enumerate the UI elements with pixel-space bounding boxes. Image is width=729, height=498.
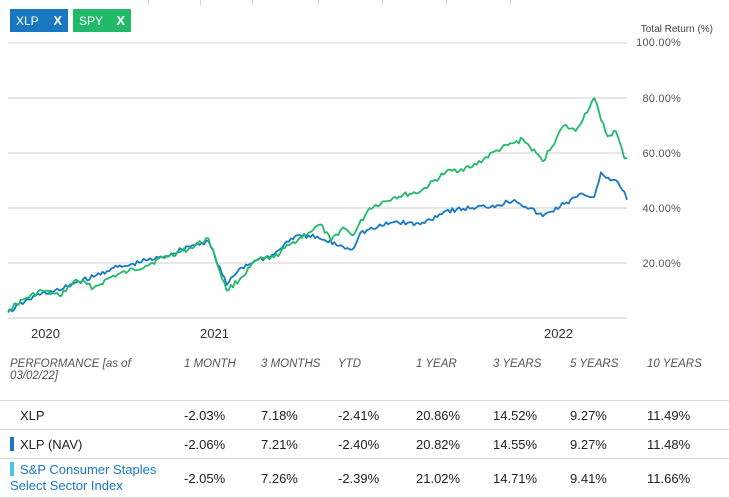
column-header: 5 YEARS <box>570 358 619 370</box>
table-cell: 9.27% <box>570 400 647 430</box>
table-cell: -2.41% <box>338 400 416 430</box>
index-link[interactable]: S&P Consumer Staples Select Sector Index <box>10 462 157 493</box>
tab-divider <box>510 0 511 5</box>
table-cell: 9.41% <box>570 458 647 498</box>
series-line-spy[interactable] <box>7 97 628 312</box>
table-cell: 11.49% <box>647 400 729 430</box>
xlp-chip[interactable]: XLP X <box>10 9 68 32</box>
spy-chip[interactable]: SPY X <box>73 9 131 32</box>
table-cell: 20.82% <box>416 429 493 459</box>
row-name-cell: S&P Consumer Staples Select Sector Index <box>0 458 184 498</box>
close-icon[interactable]: X <box>53 13 62 28</box>
tab-divider <box>318 0 319 5</box>
table-cell: 14.71% <box>493 458 570 498</box>
xlp-chip-label: XLP <box>16 13 39 28</box>
table-cell: 14.55% <box>493 429 570 459</box>
y-tick-label: 40.00% <box>642 203 681 215</box>
return-chart[interactable] <box>0 0 729 350</box>
column-header: 1 YEAR <box>416 358 457 370</box>
series-color-bar <box>10 462 14 476</box>
column-header: YTD <box>338 358 361 370</box>
table-cell: 7.18% <box>261 400 338 430</box>
spy-chip-label: SPY <box>79 13 104 28</box>
tab-divider <box>200 0 201 5</box>
table-cell: 14.52% <box>493 400 570 430</box>
table-cell: 20.86% <box>416 400 493 430</box>
column-header: 10 YEARS <box>647 358 702 370</box>
table-row: S&P Consumer Staples Select Sector Index… <box>0 458 729 498</box>
table-cell: -2.03% <box>184 400 261 430</box>
table-row: XLP -2.03% 7.18% -2.41% 20.86% 14.52% 9.… <box>0 400 729 430</box>
table-cell: 11.66% <box>647 458 729 498</box>
column-header: 3 MONTHS <box>261 358 321 370</box>
table-cell: 21.02% <box>416 458 493 498</box>
tab-divider <box>148 0 149 5</box>
tab-divider <box>446 0 447 5</box>
table-cell: 11.48% <box>647 429 729 459</box>
table-cell: -2.39% <box>338 458 416 498</box>
table-row: XLP (NAV) -2.06% 7.21% -2.40% 20.82% 14.… <box>0 429 729 459</box>
y-tick-label: 80.00% <box>642 93 681 105</box>
table-cell: -2.40% <box>338 429 416 459</box>
table-cell: 7.21% <box>261 429 338 459</box>
close-icon[interactable]: X <box>116 13 125 28</box>
tab-divider <box>382 0 383 5</box>
table-header-row: PERFORMANCE [as of 03/02/22] 1 MONTH 3 M… <box>0 352 729 401</box>
row-name: XLP (NAV) <box>20 436 83 452</box>
x-tick-label: 2021 <box>200 326 229 341</box>
y-tick-label: 60.00% <box>642 148 681 160</box>
y-tick-label: 100.00% <box>636 37 681 49</box>
series-color-bar <box>10 436 14 451</box>
row-name-cell: XLP (NAV) <box>0 429 184 459</box>
y-tick-label: 20.00% <box>642 258 681 270</box>
series-line-xlp[interactable] <box>7 171 628 313</box>
column-header: PERFORMANCE [as of 03/02/22] <box>10 358 131 382</box>
x-tick-label: 2022 <box>544 326 573 341</box>
tab-divider <box>252 0 253 5</box>
table-cell: 9.27% <box>570 429 647 459</box>
column-header: 3 YEARS <box>493 358 542 370</box>
table-cell: -2.05% <box>184 458 261 498</box>
top-tab-strip <box>0 0 729 6</box>
table-cell: -2.06% <box>184 429 261 459</box>
chart-axis-title: Total Return (%) <box>640 24 713 35</box>
x-tick-label: 2020 <box>31 326 60 341</box>
column-header: 1 MONTH <box>184 358 236 370</box>
performance-table: PERFORMANCE [as of 03/02/22] 1 MONTH 3 M… <box>0 352 729 498</box>
table-cell: 7.26% <box>261 458 338 498</box>
row-name: XLP <box>0 400 184 430</box>
